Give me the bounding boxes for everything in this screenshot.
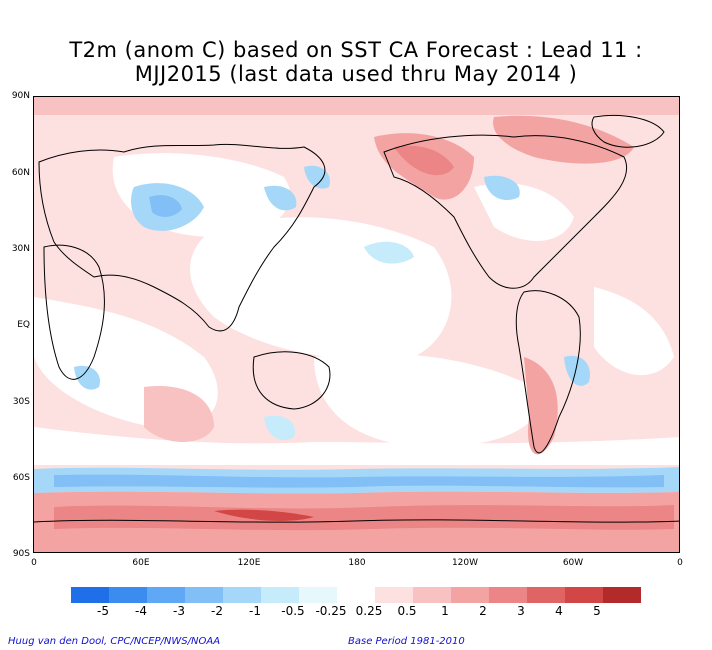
legend-swatch [185,587,223,603]
legend-swatch [375,587,413,603]
lat-label-30n: 30N [11,244,30,254]
coast-south-america [515,290,581,454]
neutral-band-southern-ocean [34,427,679,465]
cold-region-south-america-east [564,355,590,386]
lat-label-30s: 30S [12,397,30,407]
lon-label-60w: 60W [562,558,584,568]
lon-label-0-right: 0 [677,558,683,568]
coastlines [34,114,679,523]
anomaly-map-canvas [34,97,679,552]
cold-region-east-asia [264,185,297,211]
legend-label-p5: 5 [593,604,601,618]
legend-label-p4: 4 [555,604,563,618]
legend-swatch [71,587,109,603]
cold-region-south-australia [264,415,295,441]
legend-swatch [223,587,261,603]
neutral-region-south-atlantic [594,287,674,376]
legend-swatch [527,587,565,603]
cold-core-central-asia [149,195,182,217]
legend-swatch [489,587,527,603]
legend-swatch [413,587,451,603]
legend-label-p2: 2 [479,604,487,618]
legend-swatch [603,587,641,603]
legend-label-m5: -5 [97,604,109,618]
map-title-line-1: T2m (anom C) based on SST CA Forecast : … [69,38,643,62]
coast-africa [43,244,105,380]
warm-core-antarctica [54,505,674,531]
legend-label-m2: -2 [211,604,223,618]
warm-region-south-indian [144,386,214,442]
warm-peak-antarctica [214,509,314,521]
warm-core-alaska [394,145,454,176]
legend-label-m3: -3 [173,604,185,618]
coast-eurasia [38,143,326,332]
cold-region-madagascar [74,365,100,390]
coast-australia [252,351,331,410]
footer-credit: Huug van den Dool, CPC/NCEP/NWS/NOAA [8,636,221,647]
legend-swatch [299,587,337,603]
coast-north-america [383,134,628,289]
cold-region-siberia [304,165,330,189]
cold-region-north-pacific [364,241,414,264]
legend-colorbar [71,587,641,603]
lon-label-0-left: 0 [31,558,37,568]
legend-swatch [147,587,185,603]
coast-antarctica [34,519,679,523]
legend-swatch [261,587,299,603]
footer-base-period: Base Period 1981-2010 [348,636,465,647]
neutral-region-south-pacific [314,353,540,447]
legend-label-m1: -1 [249,604,261,618]
legend-label-m025: -0.25 [315,604,347,618]
warm-band-arctic [34,97,679,115]
lat-label-90s: 90S [12,549,30,559]
legend-label-p1: 1 [441,604,449,618]
lat-label-eq: EQ [17,320,30,330]
lon-label-120e: 120E [237,558,261,568]
warm-region-south-america [524,357,558,455]
lat-label-90n: 90N [11,91,30,101]
legend-swatch [109,587,147,603]
lat-label-60n: 60N [11,168,30,178]
lon-label-180: 180 [348,558,366,568]
anomaly-map [33,96,680,553]
legend-label-p025: 0.25 [355,604,383,618]
legend-label-p05: 0.5 [397,604,417,618]
legend-label-p3: 3 [517,604,525,618]
lon-label-120w: 120W [451,558,479,568]
map-title-line-2: MJJ2015 (last data used thru May 2014 ) [134,62,578,86]
lon-label-60e: 60E [132,558,150,568]
legend-swatch [565,587,603,603]
legend-swatch [451,587,489,603]
coast-greenland [591,114,665,148]
cold-band-southern-ocean-core [54,474,664,488]
legend-label-m4: -4 [135,604,147,618]
cold-region-hudson [484,175,520,201]
legend-swatch [337,587,375,603]
legend-label-m05: -0.5 [281,604,305,618]
warm-region-canada [493,115,634,164]
lat-label-60s: 60S [12,473,30,483]
